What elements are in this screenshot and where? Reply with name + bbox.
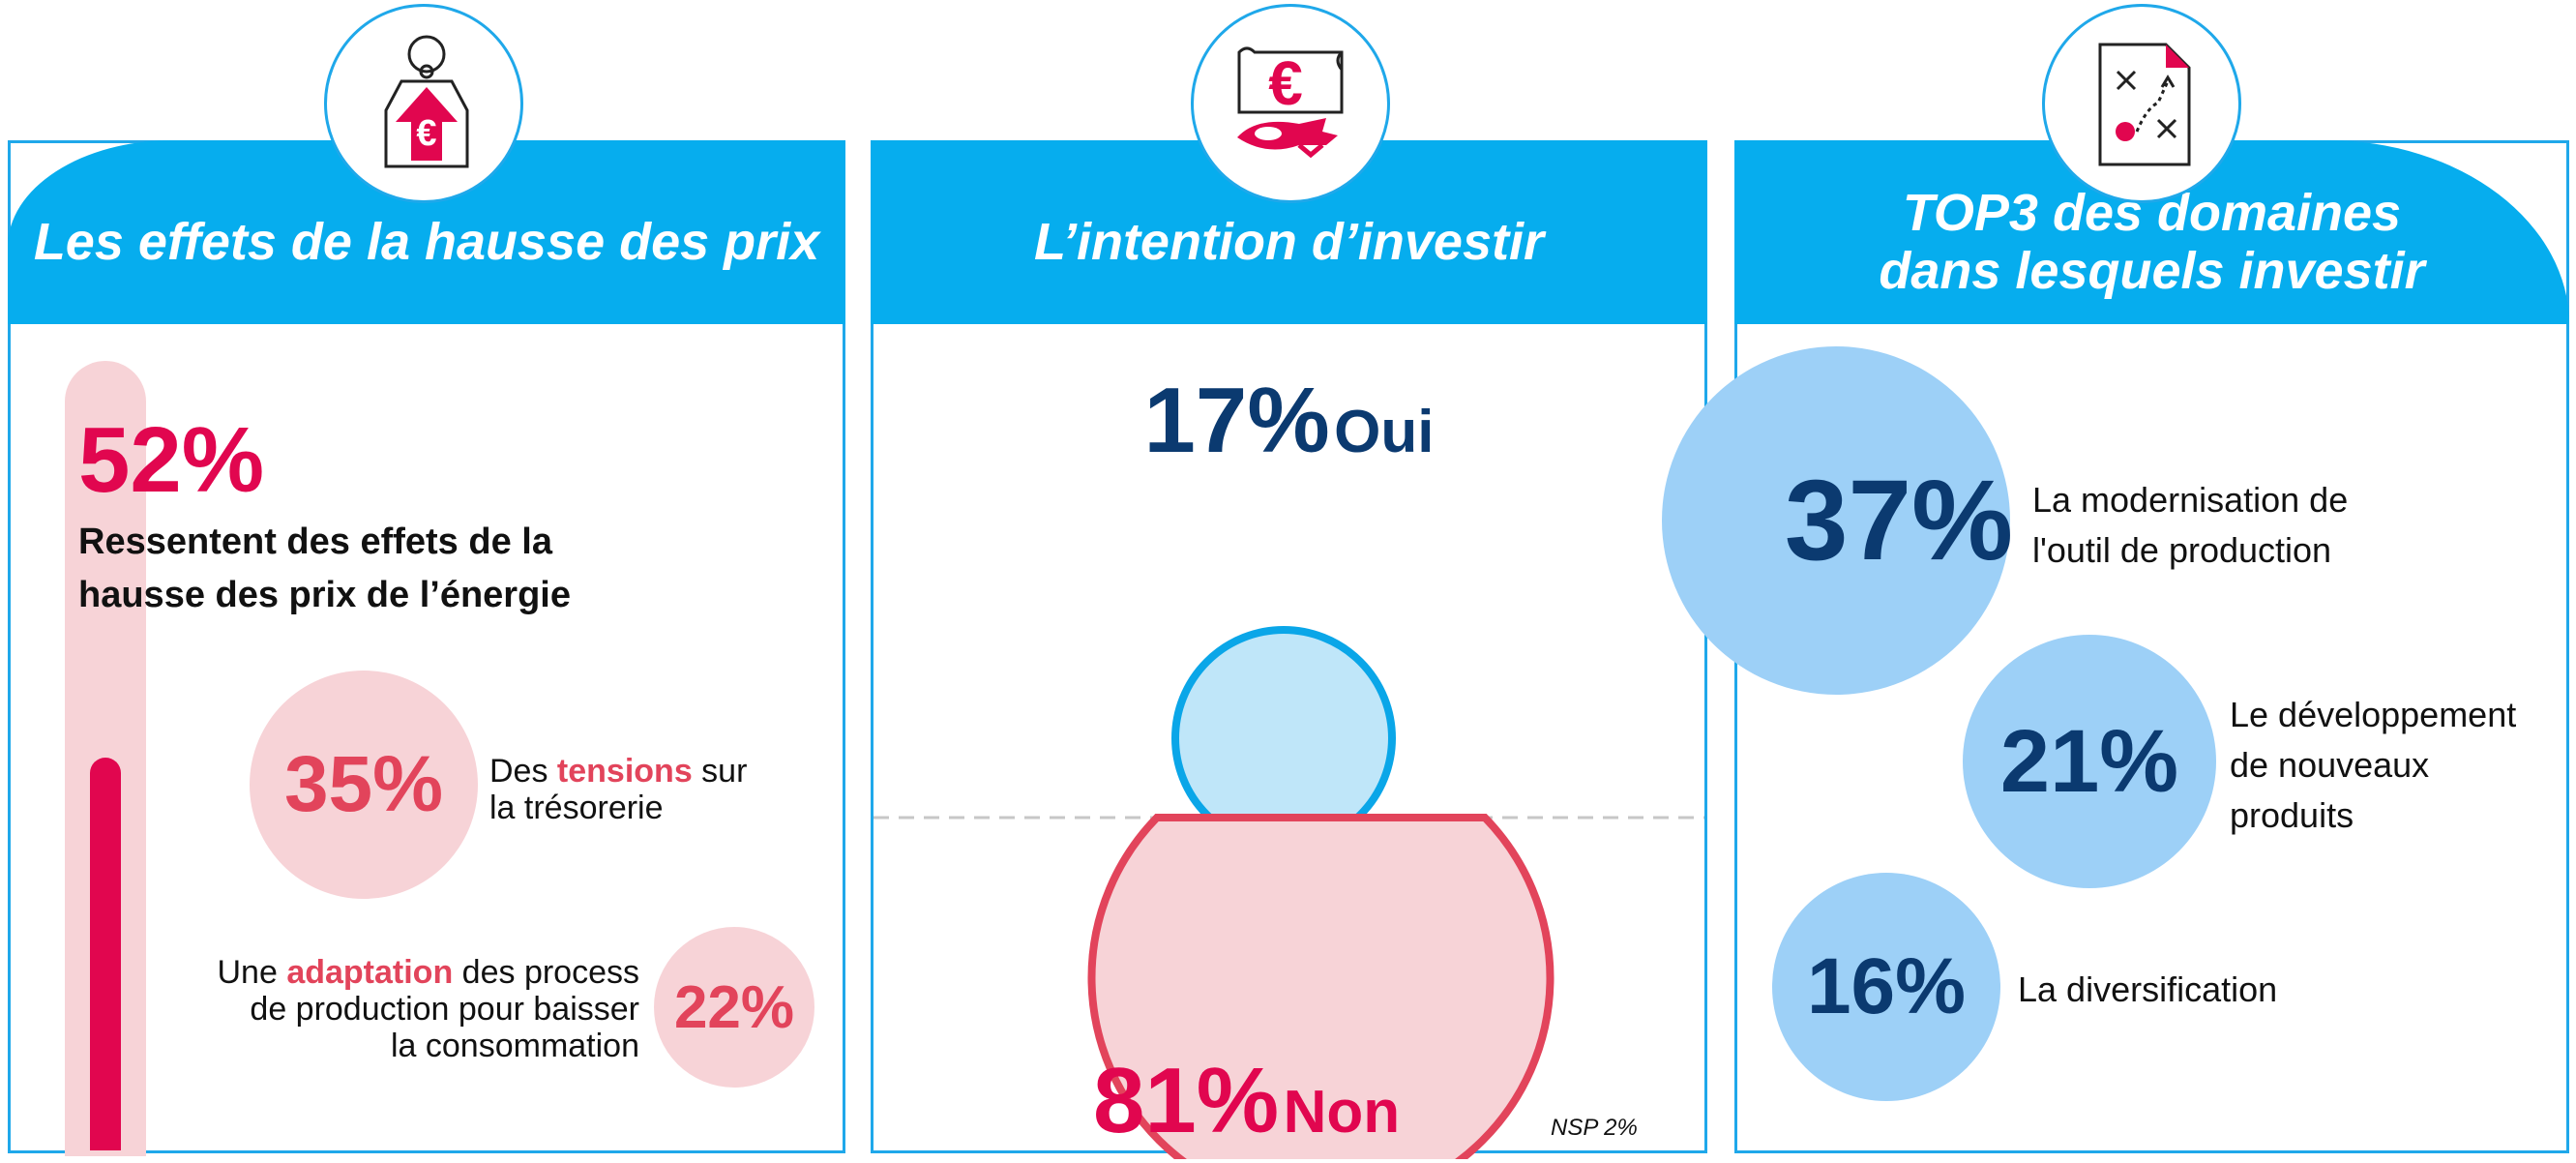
non-shape [1087, 814, 1554, 1159]
label-adaptation: Une adaptation des process de production… [217, 954, 640, 1064]
badge-price: € [324, 4, 523, 203]
banknote-piggy-icon: € [1237, 46, 1344, 159]
progress-fill [90, 758, 121, 1150]
panel-price-effects: Les effets de la hausse des prix 52% Res… [8, 140, 845, 1156]
top3-label-3: La diversification [2018, 969, 2278, 1009]
top3-label-2: Le développement de nouveaux produits [2230, 695, 2517, 835]
svg-text:€: € [416, 113, 436, 154]
main-percentage: 52% [78, 408, 265, 512]
badge-strategy [2042, 4, 2241, 203]
investment-chart [873, 626, 1704, 1159]
oui-label: 17% Oui [1143, 369, 1435, 472]
top3-circle-3: 16% [1772, 873, 2000, 1101]
svg-text:€: € [1268, 48, 1303, 118]
non-percentage-label: 81% Non [1093, 1049, 1401, 1152]
circle-tensions: 35% [250, 671, 478, 899]
nsp-note: NSP 2% [1551, 1115, 1638, 1141]
label-tensions: Des tensions sur la trésorerie [489, 753, 748, 826]
price-tag-euro-icon: € [384, 35, 469, 168]
panel-investment-intention: L’intention d’investir 17% Oui [871, 140, 1707, 1159]
circle-adaptation: 22% [654, 927, 814, 1088]
top3-label-1: La modernisation de l'outil de productio… [2032, 480, 2349, 570]
top3-circle-1: 37% [1662, 346, 2013, 695]
top3-circle-2: 21% [1963, 635, 2216, 888]
main-description: Ressentent des effets de la hausse des p… [78, 522, 571, 615]
badge-invest: € [1191, 4, 1390, 203]
strategy-plan-icon [2098, 43, 2191, 166]
